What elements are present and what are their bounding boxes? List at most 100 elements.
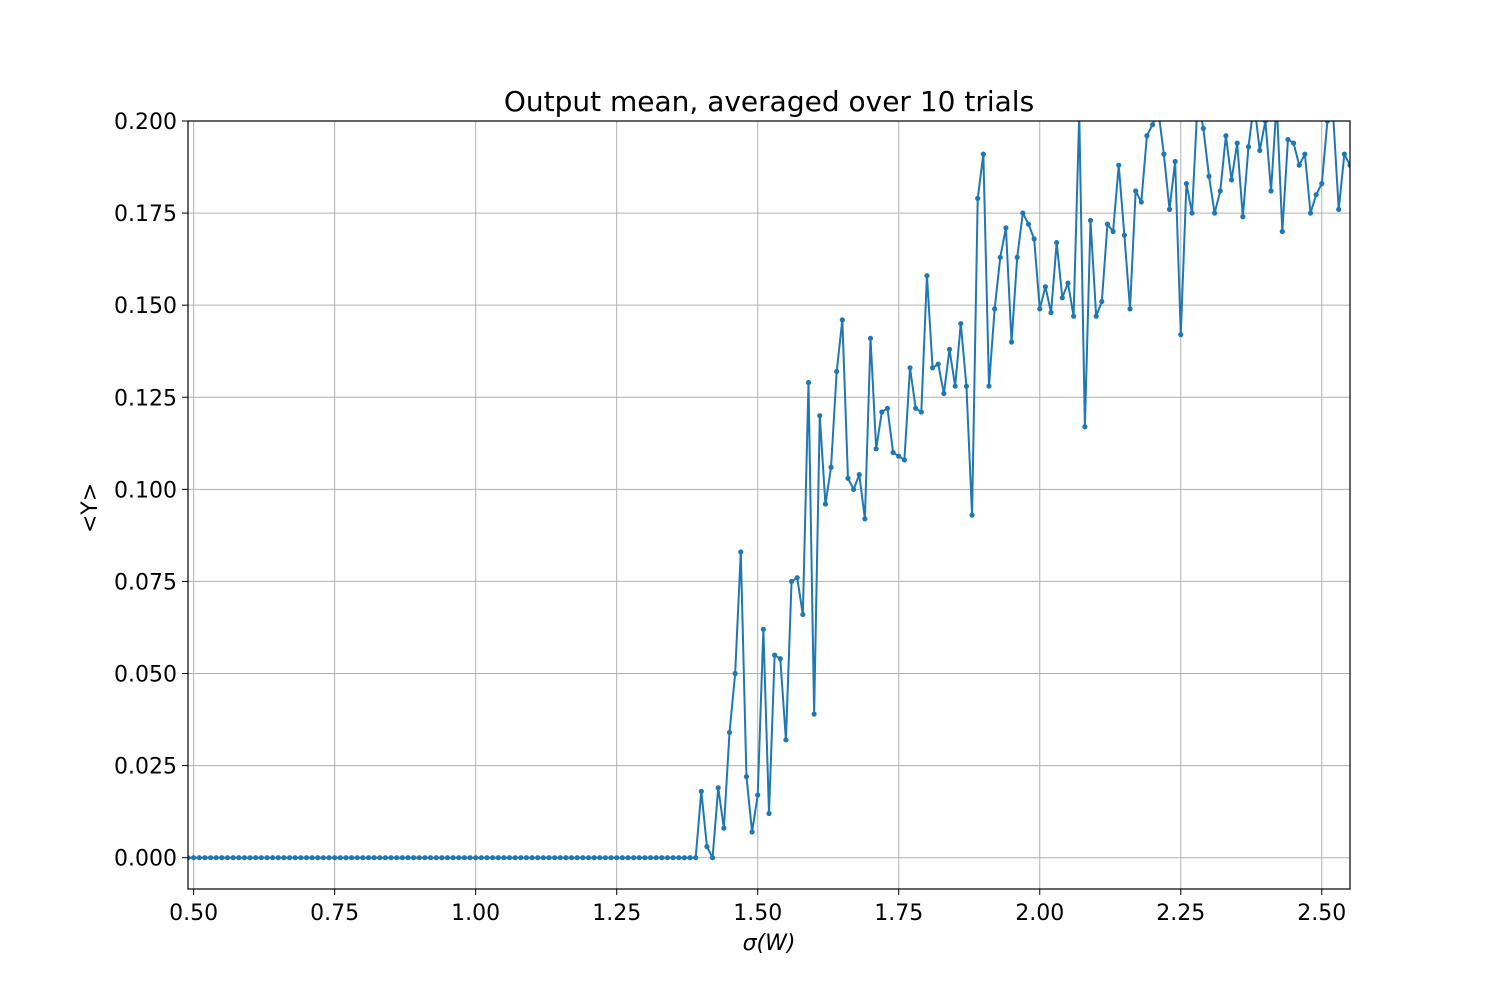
data-point [760, 626, 766, 632]
data-point [591, 855, 597, 861]
data-point [523, 855, 530, 861]
data-point [597, 855, 603, 861]
data-point [399, 855, 405, 861]
data-point [1082, 424, 1088, 430]
data-point [1347, 162, 1350, 168]
data-point [535, 855, 541, 861]
data-point [1133, 188, 1139, 194]
data-point [1104, 221, 1111, 227]
data-point [1008, 339, 1015, 345]
data-point [788, 578, 795, 585]
data-point [614, 855, 620, 861]
x-tick-label: 1.75 [874, 901, 923, 926]
x-tick-label: 0.50 [169, 901, 218, 926]
data-point [281, 855, 287, 861]
data-point [1071, 313, 1077, 319]
data-point [1212, 210, 1218, 216]
data-point [636, 855, 642, 861]
data-point [653, 855, 659, 861]
data-point [800, 611, 806, 618]
data-point [766, 810, 772, 817]
data-point [1054, 239, 1060, 246]
data-point [411, 855, 417, 861]
data-point [873, 446, 879, 452]
data-point [856, 472, 862, 478]
data-point [659, 855, 665, 861]
data-point [1189, 210, 1195, 216]
data-point [687, 855, 693, 861]
data-point [1262, 121, 1268, 124]
data-point [901, 457, 907, 463]
data-point [405, 855, 411, 861]
data-point [851, 486, 857, 492]
data-point [631, 855, 637, 861]
data-point [963, 383, 970, 389]
data-point [1065, 280, 1071, 286]
data-point [360, 855, 366, 861]
data-point [918, 409, 924, 415]
data-point [1110, 228, 1116, 235]
data-point [1341, 151, 1347, 157]
data-point [862, 516, 868, 522]
data-point [913, 405, 919, 411]
data-point [1228, 177, 1235, 183]
data-point [896, 453, 902, 459]
x-tick-label: 1.25 [592, 901, 641, 926]
chart-title: Output mean, averaged over 10 trials [504, 85, 1034, 118]
data-point [670, 855, 676, 861]
data-point [958, 320, 964, 327]
y-tick-label: 0.175 [114, 202, 177, 227]
data-point [213, 855, 219, 861]
data-point [997, 254, 1003, 260]
data-point [884, 405, 891, 411]
data-point [461, 855, 467, 861]
y-tick-label: 0.075 [114, 570, 177, 595]
data-point [805, 379, 812, 386]
data-point [1183, 181, 1190, 187]
data-point [1257, 147, 1263, 154]
data-point [427, 855, 434, 861]
data-point [834, 368, 840, 375]
data-point [1025, 221, 1032, 227]
data-point [929, 365, 936, 371]
data-point [986, 383, 992, 389]
data-point [709, 855, 716, 861]
data-point [348, 855, 355, 861]
data-point [732, 670, 738, 677]
data-point [715, 785, 721, 791]
data-point [602, 855, 609, 861]
data-point [478, 855, 484, 861]
ticks: 0.50 0.75 1.00 1.25 1.50 1.75 2.00 2.25 2.50 0.00… [114, 110, 1346, 926]
data-point [681, 855, 687, 861]
data-point [704, 844, 710, 850]
data-point [828, 464, 834, 470]
data-point [337, 855, 343, 861]
data-point [501, 855, 507, 861]
data-point [473, 855, 479, 861]
data-point [258, 855, 264, 861]
data-point [540, 855, 546, 861]
data-point [196, 855, 202, 861]
data-point [749, 829, 755, 835]
data-point [969, 512, 975, 518]
data-point [1116, 162, 1122, 168]
data-point [879, 409, 885, 415]
data-point [1127, 306, 1133, 312]
data-point [1048, 309, 1054, 316]
data-point [580, 855, 586, 861]
data-point [1290, 140, 1297, 146]
data-point [354, 855, 360, 861]
data-point [772, 652, 778, 658]
data-point [817, 413, 823, 419]
data-point [992, 306, 998, 312]
data-point [738, 549, 744, 555]
data-point [1172, 158, 1178, 165]
data-point [1014, 254, 1020, 260]
data-point [191, 855, 197, 861]
data-point [219, 855, 225, 861]
data-point [456, 855, 462, 861]
data-point [188, 855, 191, 861]
data-point [450, 855, 456, 861]
data-point [1121, 232, 1127, 238]
data-point [952, 383, 958, 389]
